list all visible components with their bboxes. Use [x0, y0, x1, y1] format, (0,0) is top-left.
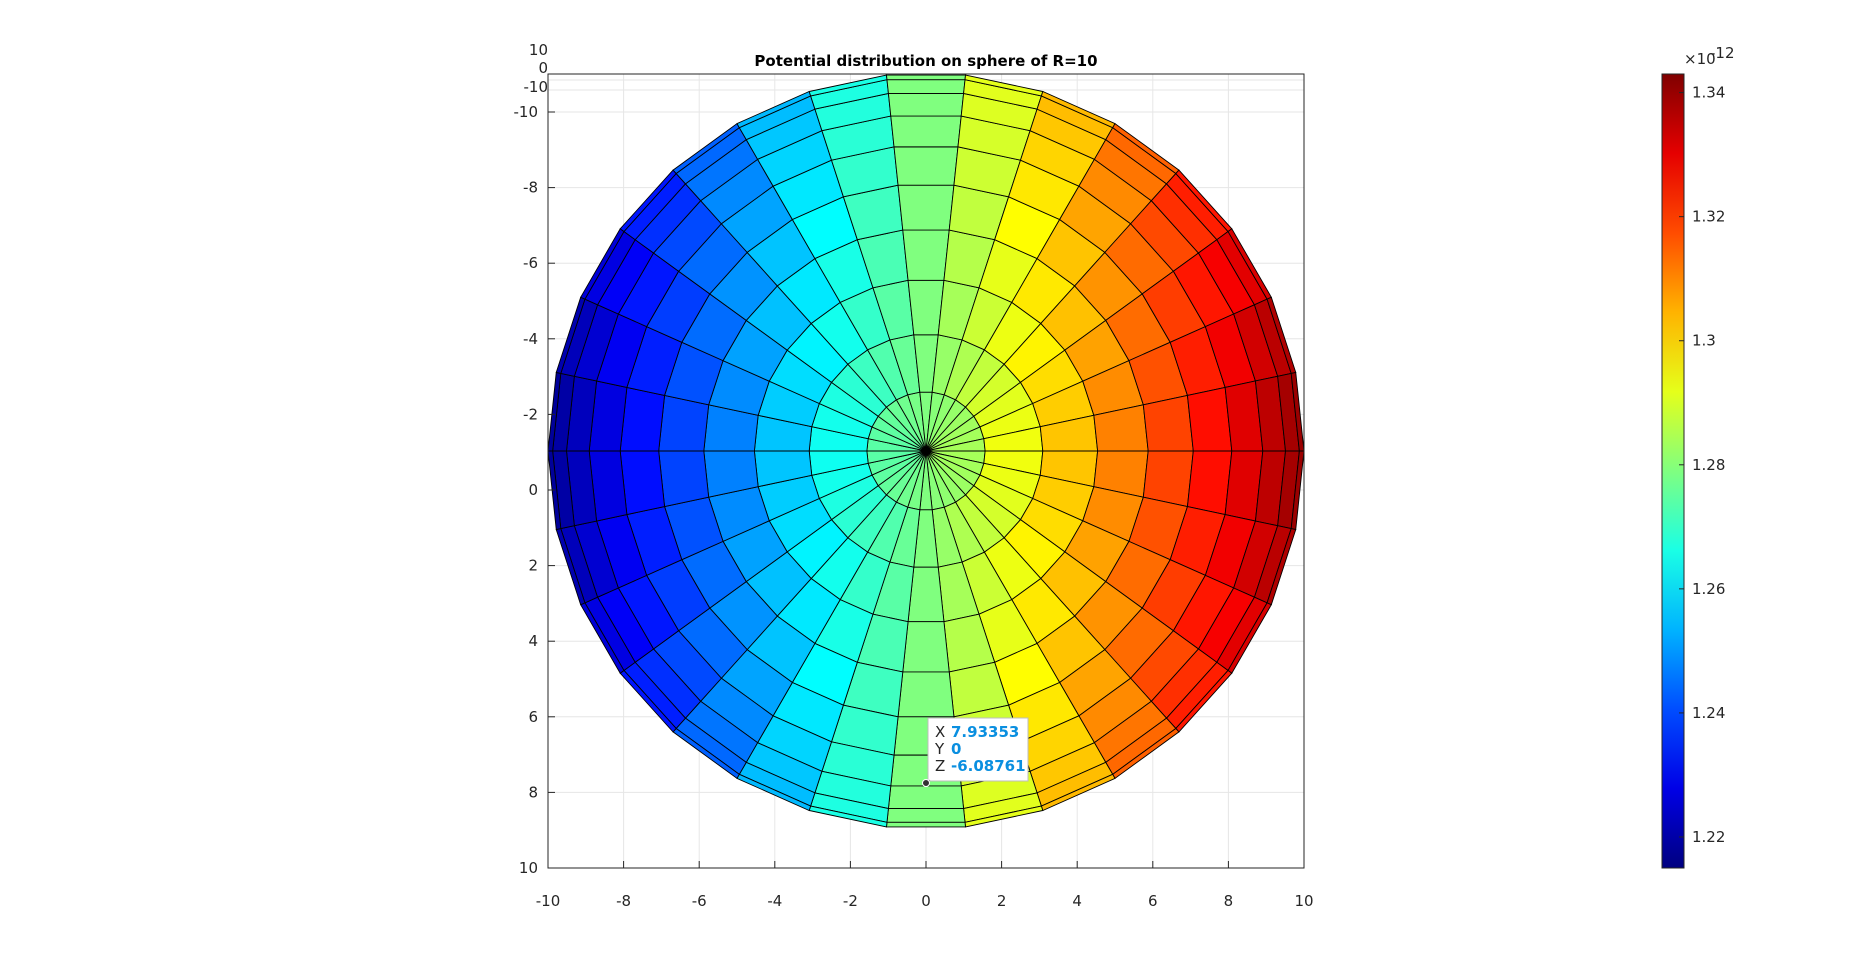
sphere-surface[interactable] — [547, 74, 1305, 828]
datatip[interactable]: X 7.93353 Y 0Z -6.08761 — [922, 717, 1029, 787]
pole-point — [923, 448, 929, 454]
surface-patch — [658, 394, 710, 452]
surface-patch — [619, 386, 666, 452]
colorbar-tick-label: 1.26 — [1692, 580, 1725, 598]
x-tick-label: -2 — [843, 892, 858, 910]
surface-patch — [885, 74, 967, 81]
surface-patch — [897, 184, 955, 231]
surface-patch — [886, 808, 966, 823]
y-tick-label: -6 — [523, 254, 538, 272]
datatip-marker — [922, 779, 930, 787]
x-axis-ticks: -10 -8 -6 -4 -2 0 2 4 6 8 10 — [536, 861, 1314, 910]
y-tick-label: -8 — [523, 179, 538, 197]
y-tick-label: 8 — [528, 783, 538, 801]
x-tick-label: 10 — [1294, 892, 1313, 910]
surface-patch — [902, 621, 950, 673]
z-axis-ticks: 100-10 — [524, 41, 549, 96]
colorbar-tick-label: 1.34 — [1692, 84, 1725, 102]
colorbar-gradient — [1661, 73, 1685, 869]
surface-patch — [1142, 450, 1194, 508]
surface-patch — [1142, 394, 1194, 452]
surface-patch — [907, 566, 945, 623]
x-tick-label: -8 — [616, 892, 631, 910]
y-axis-ticks: -10 -8 -6 -4 -2 0 2 4 6 8 10 — [514, 103, 555, 877]
surface-patch — [887, 93, 965, 117]
surface-patch — [1186, 386, 1233, 452]
y-tick-label: -10 — [514, 103, 539, 121]
colorbar-tick-label: 1.24 — [1692, 704, 1725, 722]
surface-patch — [907, 279, 945, 336]
datatip-x-label: X — [935, 723, 945, 741]
y-tick-label: 4 — [528, 632, 538, 650]
chart-title: Potential distribution on sphere of R=10 — [754, 52, 1097, 70]
x-tick-label: 4 — [1072, 892, 1082, 910]
colorbar-tick-label: 1.28 — [1692, 456, 1725, 474]
colorbar-exponent-power: -12 — [1710, 44, 1735, 62]
datatip-x-value: 7.93353 — [951, 723, 1019, 741]
colorbar-tick-label: 1.32 — [1692, 208, 1725, 226]
surface-patch — [885, 821, 967, 828]
surface-patch — [619, 450, 666, 516]
x-tick-label: -6 — [692, 892, 707, 910]
x-tick-label: 2 — [997, 892, 1007, 910]
y-tick-label: 6 — [528, 708, 538, 726]
x-tick-label: -4 — [767, 892, 782, 910]
surface-patch — [886, 79, 966, 94]
x-tick-label: -10 — [536, 892, 561, 910]
surface-patch — [1186, 450, 1233, 516]
colorbar: 1.34 1.32 1.3 1.28 1.26 1.24 1.22 ×10-12 — [1661, 44, 1735, 869]
surface-patch — [902, 229, 950, 281]
x-tick-label: 6 — [1148, 892, 1158, 910]
colorbar-exponent: ×10 — [1684, 50, 1716, 68]
surface-patch — [887, 785, 965, 809]
z-tick-label: 0 — [538, 59, 548, 77]
y-tick-label: 10 — [519, 859, 538, 877]
colorbar-tick-label: 1.3 — [1692, 332, 1716, 350]
z-tick-label: 10 — [529, 41, 548, 59]
datatip-y-label: Y — [934, 740, 945, 758]
x-tick-label: 8 — [1224, 892, 1234, 910]
surface-patch — [897, 671, 955, 718]
surface-patch — [890, 115, 962, 148]
datatip-y-value: 0 — [951, 740, 961, 758]
x-tick-label: 0 — [921, 892, 931, 910]
z-tick-label: -10 — [524, 78, 549, 96]
y-tick-label: 0 — [528, 481, 538, 499]
colorbar-tick-label: 1.22 — [1692, 828, 1725, 846]
surface-patch — [893, 146, 959, 186]
surface-patch — [658, 450, 710, 508]
y-tick-label: -4 — [523, 330, 538, 348]
y-tick-label: -2 — [523, 405, 538, 423]
y-tick-label: 2 — [528, 557, 538, 575]
datatip-box — [927, 717, 1029, 782]
datatip-z-value: -6.08761 — [951, 757, 1026, 775]
datatip-z-label: Z — [935, 757, 945, 775]
